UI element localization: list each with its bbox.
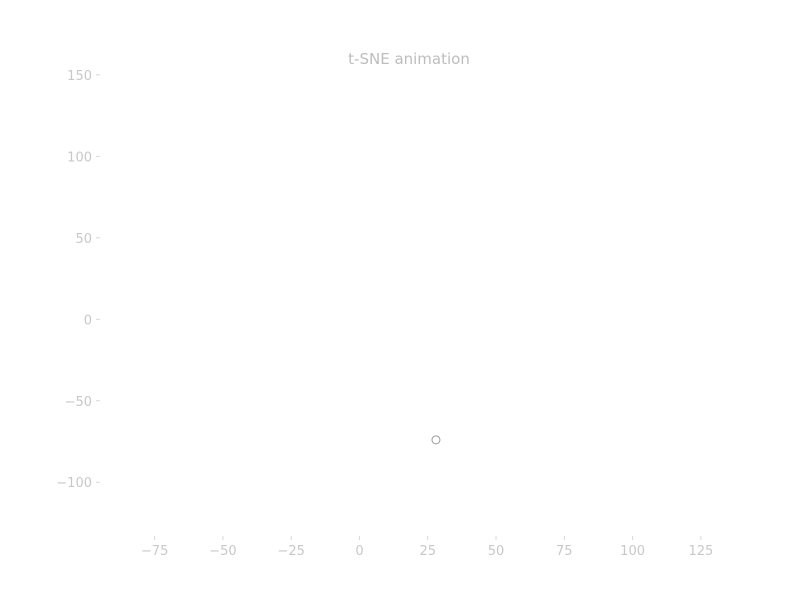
scatter-points xyxy=(431,435,441,445)
x-tick-label: −50 xyxy=(209,544,236,559)
y-tick-label: −100 xyxy=(56,476,92,491)
x-tick-label: 0 xyxy=(355,544,363,559)
x-tick-label: 125 xyxy=(688,544,713,559)
chart-title: t-SNE animation xyxy=(348,50,470,68)
x-tick-label: 100 xyxy=(620,544,645,559)
y-tick-label: 150 xyxy=(67,69,92,84)
y-tick-label: 50 xyxy=(75,232,92,247)
x-tick-label: −75 xyxy=(141,544,168,559)
x-tick-label: −25 xyxy=(277,544,304,559)
x-tick-label: 75 xyxy=(556,544,573,559)
y-tick-label: −50 xyxy=(65,395,92,410)
x-axis: −75 −50 −25 0 25 50 75 100 125 xyxy=(141,536,713,559)
y-tick-label: 100 xyxy=(67,150,92,165)
y-axis: 150 100 50 0 −50 −100 xyxy=(56,69,100,491)
data-point xyxy=(431,435,441,445)
y-tick-label: 0 xyxy=(84,313,92,328)
x-tick-label: 50 xyxy=(488,544,505,559)
x-tick-label: 25 xyxy=(419,544,436,559)
